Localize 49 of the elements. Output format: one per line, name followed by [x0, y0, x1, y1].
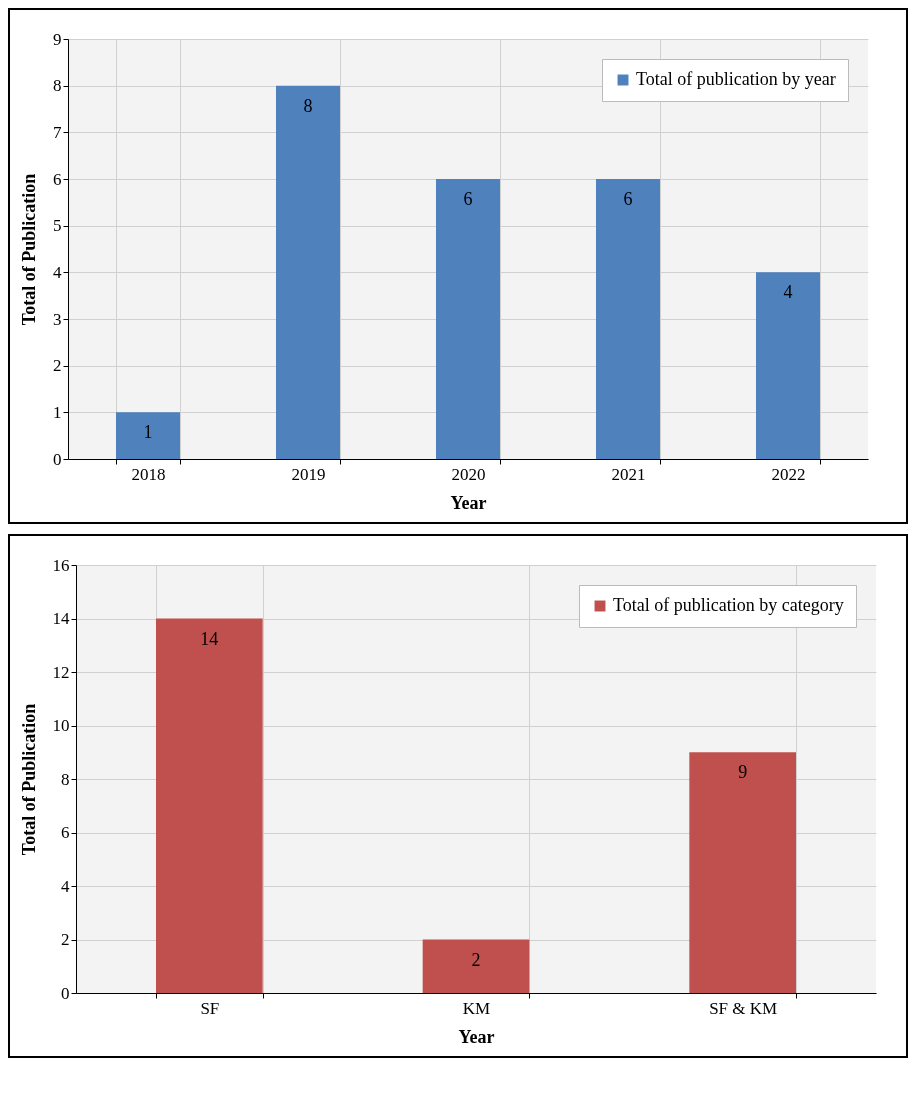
data-label: 2: [471, 949, 481, 970]
y-tick-label: 16: [52, 555, 70, 575]
legend-label: Total of publication by year: [636, 69, 836, 89]
data-label: 14: [200, 628, 219, 649]
data-label: 9: [738, 762, 748, 783]
x-axis-title: Year: [450, 492, 487, 513]
x-tick-label: 2018: [131, 464, 166, 484]
y-tick-label: 4: [61, 876, 70, 896]
x-axis-title: Year: [458, 1026, 495, 1047]
x-tick-label: 2019: [291, 464, 326, 484]
y-tick-label: 6: [53, 169, 62, 189]
y-tick-label: 12: [52, 662, 70, 682]
y-tick-label: 0: [61, 983, 70, 1003]
y-axis-title: Total of Publication: [18, 703, 39, 856]
x-tick-label: SF & KM: [709, 998, 778, 1018]
y-tick-label: 3: [53, 309, 62, 329]
bar: [436, 179, 500, 459]
bar: [276, 85, 340, 459]
y-tick-label: 14: [52, 609, 70, 628]
y-tick-label: 0: [53, 449, 62, 469]
y-tick-label: 10: [52, 716, 70, 735]
bar: [756, 272, 820, 459]
data-label: 6: [463, 189, 473, 209]
data-label: 6: [623, 189, 633, 209]
bar: [689, 752, 796, 993]
legend-label: Total of publication by category: [613, 595, 844, 615]
data-label: 4: [783, 282, 793, 303]
y-tick-label: 5: [53, 216, 62, 236]
y-tick-label: 2: [53, 356, 62, 376]
y-tick-label: 8: [53, 76, 62, 96]
bar: [116, 412, 180, 459]
y-tick-label: 8: [61, 769, 70, 789]
x-tick-label: SF: [200, 998, 220, 1018]
y-tick-label: 4: [53, 262, 62, 282]
data-label: 1: [143, 422, 153, 443]
bar: [596, 179, 660, 459]
bar: [156, 618, 263, 993]
bar: [422, 939, 530, 993]
y-tick-label: 1: [53, 402, 62, 422]
y-tick-label: 2: [61, 930, 70, 949]
y-axis-title: Total of Publication: [19, 173, 39, 326]
x-tick-label: 2022: [771, 464, 806, 484]
y-tick-label: 6: [61, 823, 70, 842]
y-tick-label: 7: [53, 122, 62, 142]
y-tick-label: 9: [53, 29, 62, 49]
x-tick-label: 2021: [611, 464, 646, 484]
x-tick-label: 2020: [451, 464, 486, 484]
x-tick-label: KM: [462, 998, 491, 1018]
data-label: 8: [303, 95, 313, 116]
